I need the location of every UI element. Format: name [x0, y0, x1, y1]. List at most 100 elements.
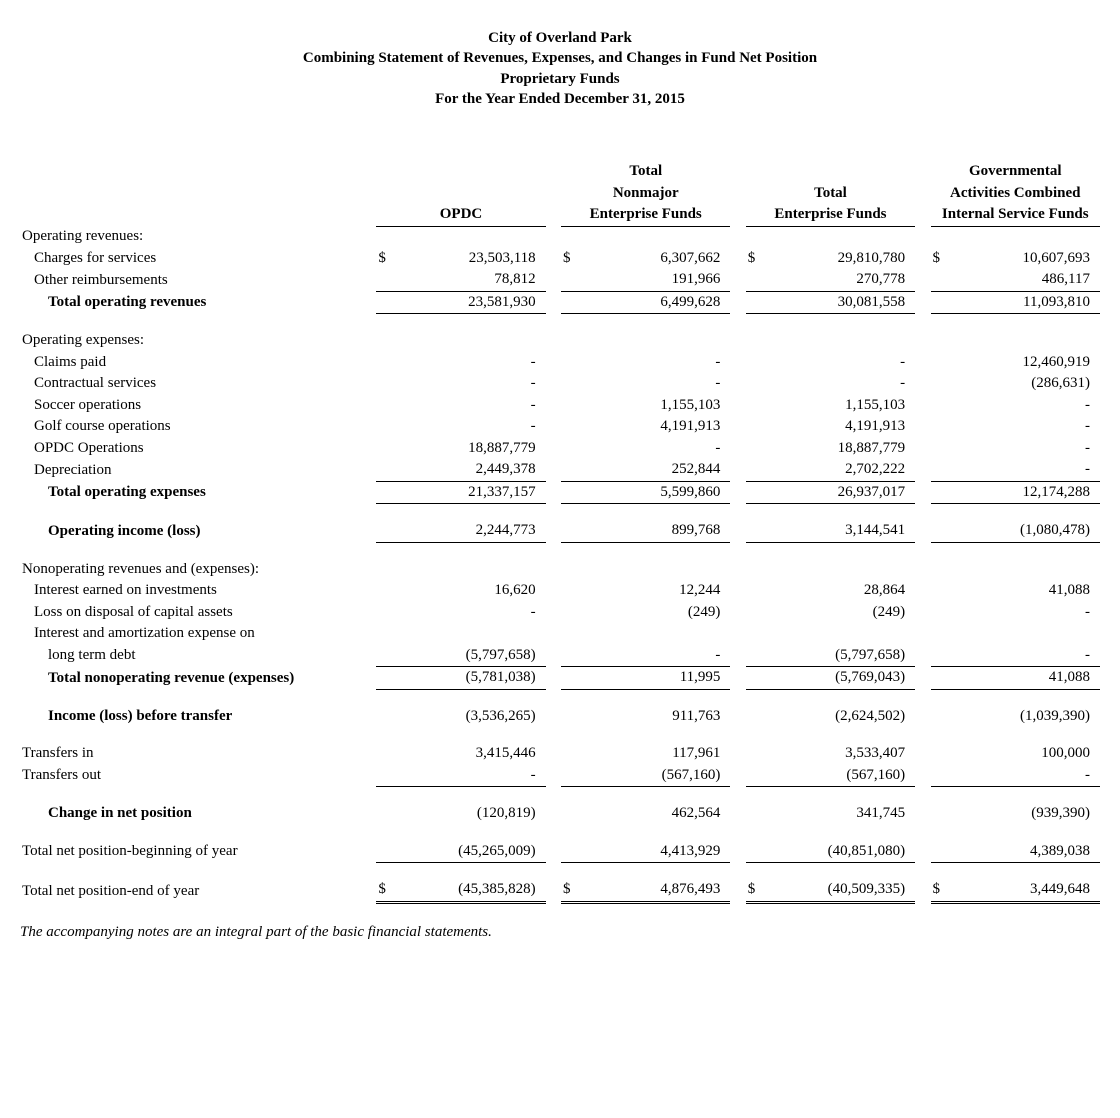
cell-value: 11,093,810: [953, 291, 1100, 314]
col-header: Nonmajor: [561, 183, 730, 205]
cell-value: (5,797,658): [398, 645, 545, 667]
footnote: The accompanying notes are an integral p…: [20, 924, 1100, 941]
row-label: Total operating expenses: [20, 481, 361, 504]
cell-value: 10,607,693: [953, 248, 1100, 270]
cell-value: 16,620: [398, 580, 545, 602]
cell-value: 1,155,103: [768, 395, 915, 417]
cell-value: 3,449,648: [953, 879, 1100, 902]
col-header: OPDC: [376, 204, 545, 226]
subtotal-row: Total operating revenues 23,581,930 6,49…: [20, 291, 1100, 314]
line-item: Other reimbursements 78,812 191,966 270,…: [20, 269, 1100, 291]
total-row: Total net position-end of year $(45,385,…: [20, 879, 1100, 902]
report-heading: City of Overland Park Combining Statemen…: [20, 28, 1100, 109]
cell-value: 4,191,913: [768, 416, 915, 438]
row-label: Total net position-end of year: [20, 879, 361, 902]
cell-value: -: [768, 373, 915, 395]
heading-line-1: City of Overland Park: [20, 28, 1100, 48]
cell-value: 41,088: [953, 580, 1100, 602]
cell-value: 11,995: [583, 667, 730, 690]
cell-value: 100,000: [953, 743, 1100, 765]
cell-value: 3,144,541: [768, 520, 915, 542]
cell-value: -: [398, 602, 545, 624]
cell-value: (1,039,390): [953, 706, 1100, 728]
cell-value: -: [953, 459, 1100, 481]
row-label: Depreciation: [20, 459, 361, 481]
line-item: Loss on disposal of capital assets - (24…: [20, 602, 1100, 624]
cell-value: 4,389,038: [953, 841, 1100, 863]
section-header: Operating expenses:: [20, 330, 361, 352]
cell-value: (120,819): [398, 803, 545, 825]
cell-value: -: [953, 602, 1100, 624]
cell-value: (939,390): [953, 803, 1100, 825]
cell-value: (567,160): [768, 765, 915, 787]
subtotal-row: Total operating expenses 21,337,157 5,59…: [20, 481, 1100, 504]
cell-value: 462,564: [583, 803, 730, 825]
cell-value: 4,191,913: [583, 416, 730, 438]
column-header-row-3: OPDC Enterprise Funds Enterprise Funds I…: [20, 204, 1100, 226]
cell-value: 191,966: [583, 269, 730, 291]
cell-value: 29,810,780: [768, 248, 915, 270]
cell-value: (5,781,038): [398, 667, 545, 690]
row-label: Loss on disposal of capital assets: [20, 602, 361, 624]
currency-symbol: $: [376, 248, 398, 270]
cell-value: 117,961: [583, 743, 730, 765]
cell-value: -: [398, 765, 545, 787]
line-item: Claims paid - - - 12,460,919: [20, 352, 1100, 374]
row-label: Charges for services: [20, 248, 361, 270]
col-header: [376, 183, 545, 205]
cell-value: 252,844: [583, 459, 730, 481]
cell-value: 12,460,919: [953, 352, 1100, 374]
currency-symbol: $: [561, 879, 583, 902]
cell-value: 18,887,779: [398, 438, 545, 460]
cell-value: -: [953, 645, 1100, 667]
row-label: Golf course operations: [20, 416, 361, 438]
row-label: Change in net position: [20, 803, 361, 825]
cell-value: -: [953, 395, 1100, 417]
cell-value: 21,337,157: [398, 481, 545, 504]
cell-value: 26,937,017: [768, 481, 915, 504]
currency-symbol: $: [931, 879, 953, 902]
currency-symbol: $: [746, 248, 768, 270]
line-item: Depreciation 2,449,378 252,844 2,702,222…: [20, 459, 1100, 481]
col-header: [376, 161, 545, 183]
cell-value: 6,499,628: [583, 291, 730, 314]
cell-value: (286,631): [953, 373, 1100, 395]
row-label: Total net position-beginning of year: [20, 841, 361, 863]
cell-value: -: [398, 352, 545, 374]
heading-line-2: Combining Statement of Revenues, Expense…: [20, 48, 1100, 68]
row-label: Total nonoperating revenue (expenses): [20, 667, 361, 690]
col-header: Internal Service Funds: [931, 204, 1100, 226]
cell-value: 486,117: [953, 269, 1100, 291]
cell-value: 2,449,378: [398, 459, 545, 481]
heading-line-3: Proprietary Funds: [20, 69, 1100, 89]
line-item: Interest and amortization expense on: [20, 623, 1100, 645]
row-label: Total operating revenues: [20, 291, 361, 314]
column-header-row-2: Nonmajor Total Activities Combined: [20, 183, 1100, 205]
line-item: Soccer operations - 1,155,103 1,155,103 …: [20, 395, 1100, 417]
row-label: Contractual services: [20, 373, 361, 395]
cell-value: (40,851,080): [768, 841, 915, 863]
col-header: Enterprise Funds: [746, 204, 915, 226]
row-label: Transfers in: [20, 743, 361, 765]
cell-value: -: [583, 645, 730, 667]
cell-value: 23,581,930: [398, 291, 545, 314]
cell-value: (1,080,478): [953, 520, 1100, 542]
cell-value: (3,536,265): [398, 706, 545, 728]
cell-value: -: [398, 373, 545, 395]
cell-value: 12,174,288: [953, 481, 1100, 504]
heading-line-4: For the Year Ended December 31, 2015: [20, 89, 1100, 109]
currency-symbol: $: [931, 248, 953, 270]
cell-value: 3,415,446: [398, 743, 545, 765]
subtotal-row: Total nonoperating revenue (expenses) (5…: [20, 667, 1100, 690]
cell-value: -: [398, 416, 545, 438]
cell-value: 5,599,860: [583, 481, 730, 504]
col-header: [746, 161, 915, 183]
cell-value: (5,797,658): [768, 645, 915, 667]
cell-value: (2,624,502): [768, 706, 915, 728]
col-header: Activities Combined: [931, 183, 1100, 205]
line-item: Total net position-beginning of year (45…: [20, 841, 1100, 863]
cell-value: (5,769,043): [768, 667, 915, 690]
row-label: Interest earned on investments: [20, 580, 361, 602]
cell-value: 18,887,779: [768, 438, 915, 460]
cell-value: 2,244,773: [398, 520, 545, 542]
